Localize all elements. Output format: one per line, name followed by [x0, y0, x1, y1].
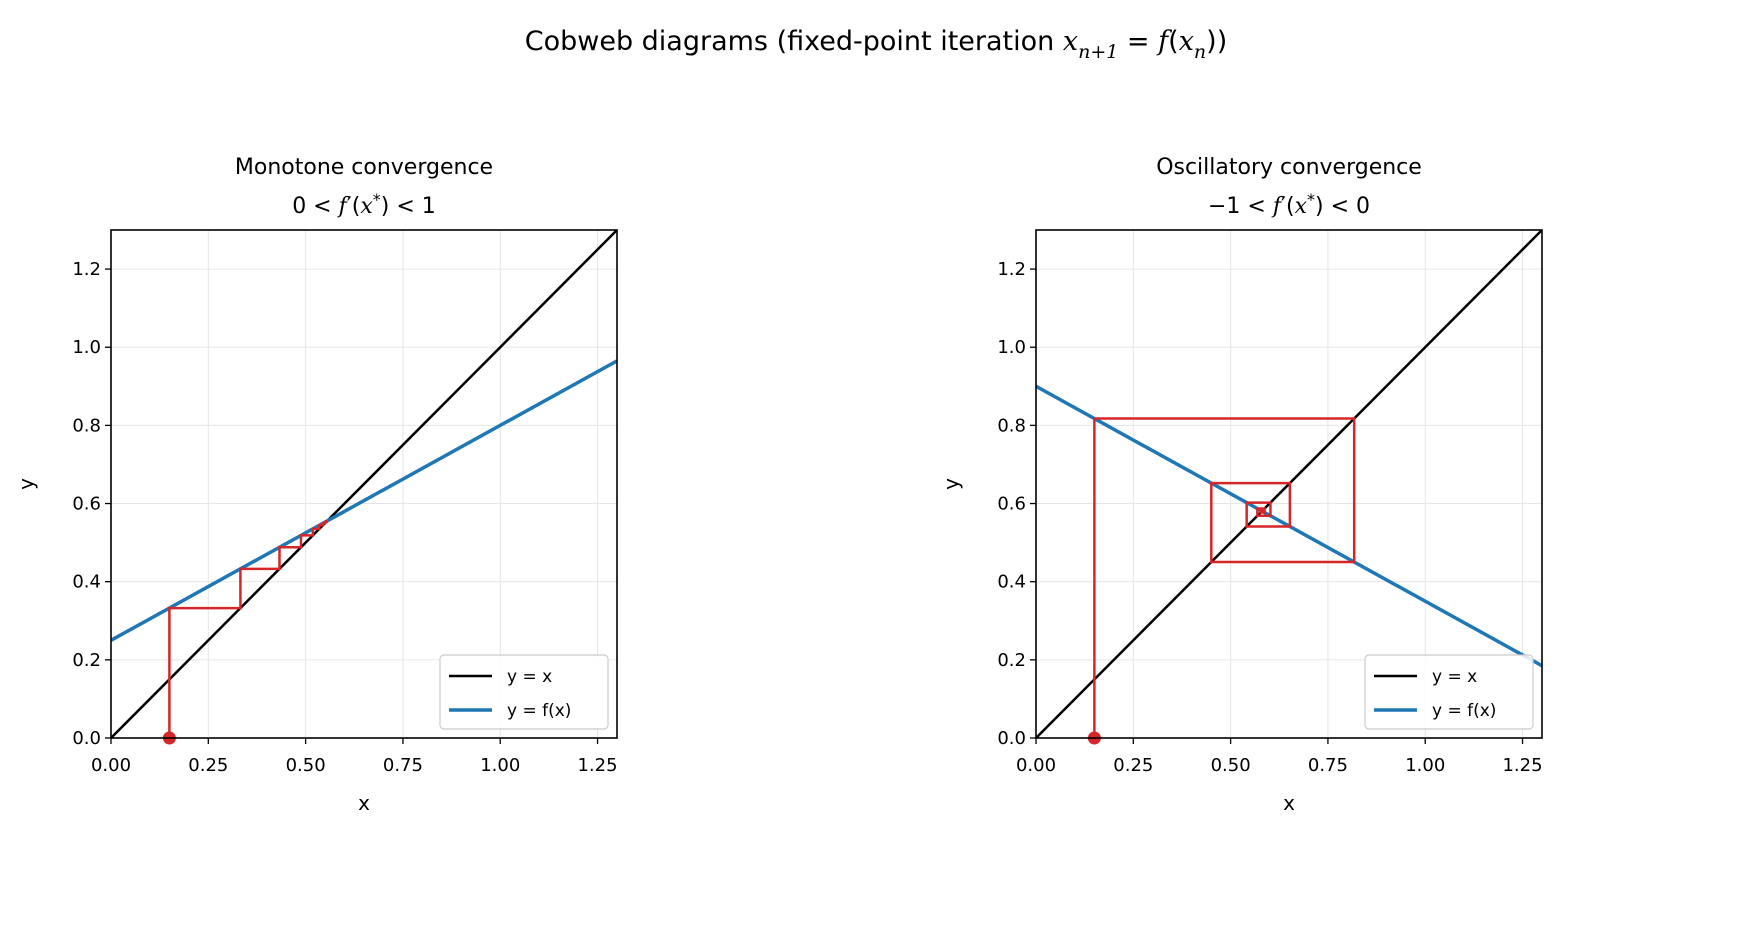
panel-subtitle: −1 < f′(x*) < 0	[1208, 190, 1370, 219]
panel-oscillatory: Oscillatory convergence −1 < f′(x*) < 0 0.…	[939, 155, 1543, 815]
axes-frame	[110, 229, 618, 739]
y-tick-label: 0.6	[997, 494, 1026, 515]
figure-suptitle: Cobweb diagrams (fixed-point iteration x…	[525, 26, 1228, 63]
subtitle-part: ′	[347, 194, 352, 219]
panel-title: Oscillatory convergence	[1156, 155, 1422, 180]
x-tick-label: 0.75	[1308, 755, 1348, 776]
x-tick-label: 1.00	[1405, 755, 1445, 776]
legend-label: y = x	[507, 667, 552, 687]
x-tick-label: 1.00	[480, 755, 520, 776]
ticks: 0.00 0.25 0.50 0.75 1.00 1.25 0.0 0.2 0.4 0.6 0.8 1…	[997, 259, 1542, 776]
y-tick-label: 0.0	[997, 728, 1026, 749]
x-tick-label: 0.00	[1016, 755, 1056, 776]
y-tick-label: 0.4	[997, 572, 1026, 593]
subtitle-part: ′	[1281, 194, 1286, 219]
subtitle-part: x	[1295, 194, 1308, 219]
cobweb-path	[1093, 417, 1356, 738]
x-tick-label: 0.50	[286, 755, 326, 776]
y-tick-label: 0.2	[997, 650, 1026, 671]
function-line	[111, 359, 617, 642]
ticks: 0.00 0.25 0.50 0.75 1.00 1.25 0.0 0.2 0.4 0.6 0.8 1…	[72, 259, 617, 776]
subtitle-part: (	[1286, 194, 1295, 219]
x-tick-label: 0.50	[1211, 755, 1251, 776]
x-tick-label: 0.25	[1113, 755, 1153, 776]
plot-area	[1036, 230, 1542, 738]
y-tick-label: 0.2	[72, 650, 101, 671]
subtitle-part: −1 <	[1208, 194, 1273, 219]
legend: y = x y = f(x)	[439, 654, 609, 730]
y-tick-label: 0.6	[72, 494, 101, 515]
x-tick-label: 1.25	[577, 755, 617, 776]
subtitle-part: )	[381, 194, 390, 219]
x-tick-label: 0.75	[383, 755, 423, 776]
panel-title: Monotone convergence	[235, 155, 493, 180]
subtitle-part: *	[1307, 190, 1315, 209]
y-tick-label: 1.0	[997, 337, 1026, 358]
cobweb-path	[168, 519, 329, 738]
legend: y = x y = f(x)	[1364, 654, 1534, 730]
identity-line	[111, 230, 617, 738]
subtitle-part: (	[352, 194, 361, 219]
y-tick-label: 0.0	[72, 728, 101, 749]
subtitle-part: < 0	[1324, 194, 1370, 219]
x-tick-label: 0.00	[91, 755, 131, 776]
legend-label: y = f(x)	[1432, 701, 1496, 721]
legend-label: y = x	[1432, 667, 1477, 687]
y-tick-label: 0.8	[997, 415, 1026, 436]
subtitle-part: *	[373, 190, 381, 209]
y-axis-label: y	[939, 478, 963, 490]
y-tick-label: 1.2	[997, 259, 1026, 280]
subtitle-part: x	[360, 194, 373, 219]
x-axis-label: x	[1283, 791, 1295, 815]
grid	[110, 230, 617, 739]
y-tick-label: 1.0	[72, 337, 101, 358]
subtitle-part: )	[1315, 194, 1324, 219]
x-tick-label: 0.25	[188, 755, 228, 776]
plot-area	[111, 230, 617, 738]
y-tick-label: 0.4	[72, 572, 101, 593]
x-tick-label: 1.25	[1502, 755, 1542, 776]
y-tick-label: 1.2	[72, 259, 101, 280]
subtitle-part: 0 <	[292, 194, 338, 219]
y-axis-label: y	[14, 478, 38, 490]
axes-frame	[1035, 229, 1543, 739]
legend-label: y = f(x)	[507, 701, 571, 721]
x-axis-label: x	[358, 791, 370, 815]
subtitle-part: < 1	[389, 194, 435, 219]
panel-subtitle: 0 < f′(x*) < 1	[292, 190, 436, 219]
y-tick-label: 0.8	[72, 415, 101, 436]
